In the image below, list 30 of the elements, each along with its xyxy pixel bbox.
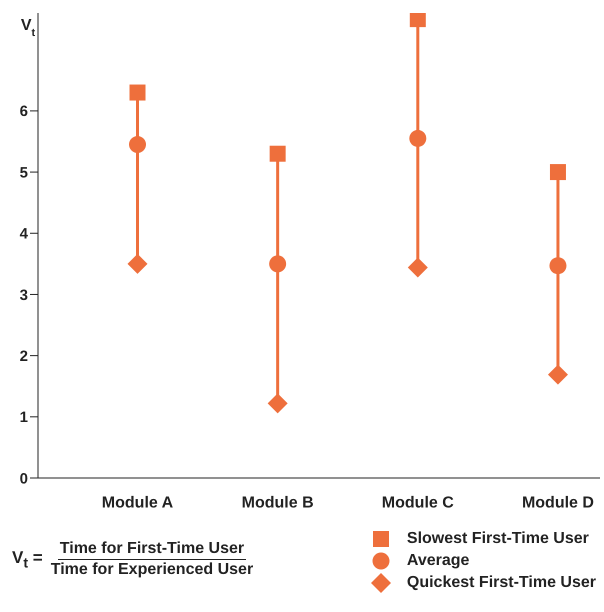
point [549, 257, 566, 274]
point [550, 164, 566, 180]
x-tick-label: Module C [382, 494, 454, 512]
y-tick-label: 5 [20, 164, 28, 182]
x-tick-label: Module D [522, 494, 594, 512]
point [408, 258, 428, 278]
y-tick-label: 4 [20, 226, 29, 243]
text: V$_{t}$ = [12, 548, 43, 572]
y-tick-label: 0 [20, 470, 28, 488]
legend-label: Slowest First-Time User [406, 529, 589, 549]
text: Time for Experienced User [50, 561, 254, 578]
y-tick-label: 2 [20, 348, 28, 365]
y-tick-label: 3 [20, 286, 28, 304]
y-tick-label: 6 [20, 103, 28, 120]
point [270, 146, 286, 162]
point [129, 136, 146, 154]
point [269, 255, 286, 272]
point [409, 130, 426, 147]
x-tick-label: Module B [242, 494, 314, 512]
point [410, 13, 426, 28]
y-tick-label: 1 [20, 409, 28, 426]
y-axis-title: V$_{t}$ [20, 17, 36, 39]
x-tick-label: Module A [102, 494, 174, 512]
text: Time for First-Time User [60, 540, 244, 557]
point [128, 254, 148, 274]
point [548, 364, 568, 385]
legend-label: Quickest First-Time User [406, 573, 596, 593]
point [130, 84, 146, 101]
point [268, 393, 288, 414]
legend-label: Average [406, 551, 470, 571]
